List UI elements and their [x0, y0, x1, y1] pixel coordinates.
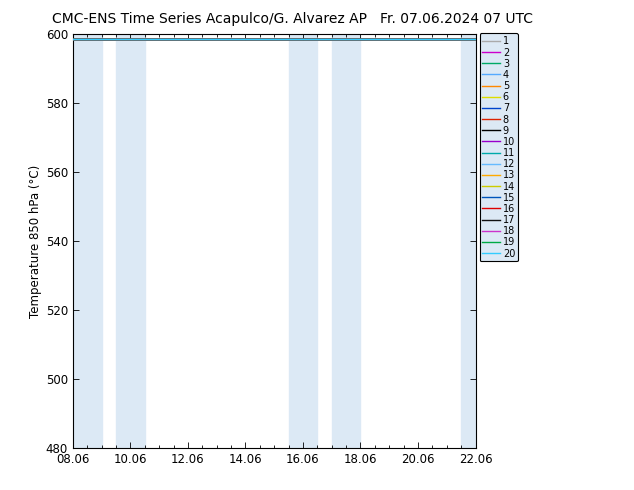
Bar	[461, 34, 476, 448]
Bar	[116, 34, 145, 448]
Bar	[73, 34, 101, 448]
Bar	[288, 34, 318, 448]
Text: Fr. 07.06.2024 07 UTC: Fr. 07.06.2024 07 UTC	[380, 12, 533, 26]
Legend: 1, 2, 3, 4, 5, 6, 7, 8, 9, 10, 11, 12, 13, 14, 15, 16, 17, 18, 19, 20: 1, 2, 3, 4, 5, 6, 7, 8, 9, 10, 11, 12, 1…	[479, 33, 518, 262]
Y-axis label: Temperature 850 hPa (°C): Temperature 850 hPa (°C)	[29, 165, 42, 318]
Bar	[332, 34, 361, 448]
Text: CMC-ENS Time Series Acapulco/G. Alvarez AP: CMC-ENS Time Series Acapulco/G. Alvarez …	[52, 12, 366, 26]
